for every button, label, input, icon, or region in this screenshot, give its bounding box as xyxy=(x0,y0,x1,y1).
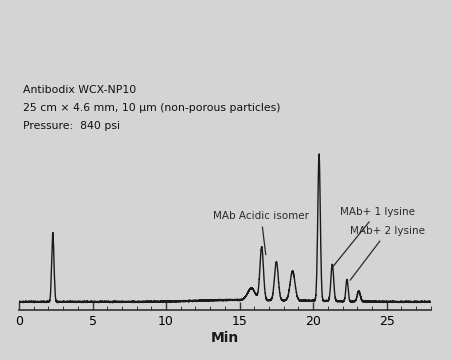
X-axis label: Min: Min xyxy=(210,331,239,345)
Text: 25 cm × 4.6 mm, 10 μm (non-porous particles): 25 cm × 4.6 mm, 10 μm (non-porous partic… xyxy=(23,103,280,113)
Text: MAb Acidic isomer: MAb Acidic isomer xyxy=(213,211,308,255)
Text: Pressure:  840 psi: Pressure: 840 psi xyxy=(23,121,120,131)
Text: MAb+ 2 lysine: MAb+ 2 lysine xyxy=(349,226,424,280)
Text: MAb+ 1 lysine: MAb+ 1 lysine xyxy=(332,207,414,267)
Text: Antibodix WCX-NP10: Antibodix WCX-NP10 xyxy=(23,85,136,95)
